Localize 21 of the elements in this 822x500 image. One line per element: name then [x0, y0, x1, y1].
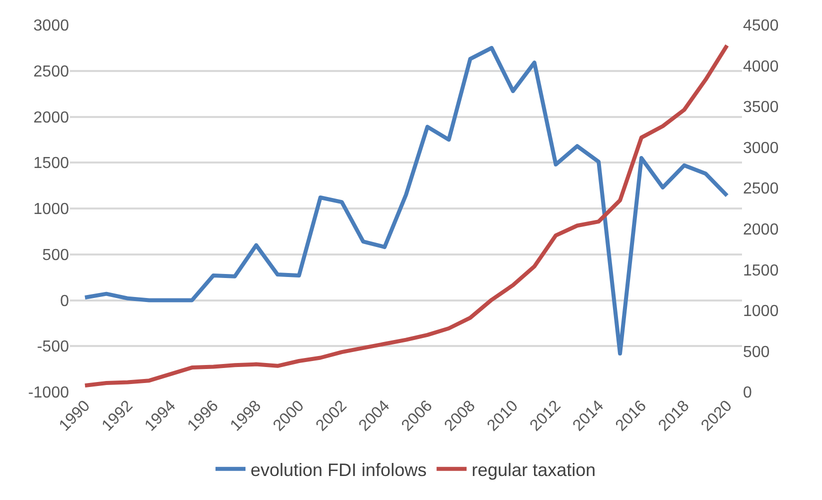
y-tick-label: -500: [36, 338, 70, 356]
y2-tick-label: 500: [743, 344, 770, 361]
y2-tick-label: 3000: [743, 140, 779, 157]
y2-tick-label: 4000: [743, 58, 779, 76]
y2-tick-label: 1000: [743, 303, 779, 320]
y-tick-label: 0: [60, 292, 70, 310]
y2-tick-label: 1500: [743, 262, 779, 280]
y-tick-label: 500: [42, 246, 70, 264]
y-tick-label: 1500: [33, 155, 70, 172]
y2-tick-label: 4500: [743, 18, 779, 35]
y2-tick-label: 0: [743, 384, 752, 402]
y-tick-label: 3000: [33, 18, 70, 35]
y2-tick-label: 2500: [743, 180, 779, 198]
y-tick-label: 2000: [33, 109, 70, 126]
y2-tick-label: 2000: [743, 221, 779, 238]
legend-label: regular taxation: [472, 460, 596, 480]
y-tick-label: 2500: [33, 63, 70, 80]
y-tick-label: -1000: [28, 384, 70, 402]
y2-tick-label: 3500: [743, 99, 779, 116]
y-tick-label: 1000: [33, 201, 70, 218]
legend-label: evolution FDI infolows: [250, 460, 427, 480]
